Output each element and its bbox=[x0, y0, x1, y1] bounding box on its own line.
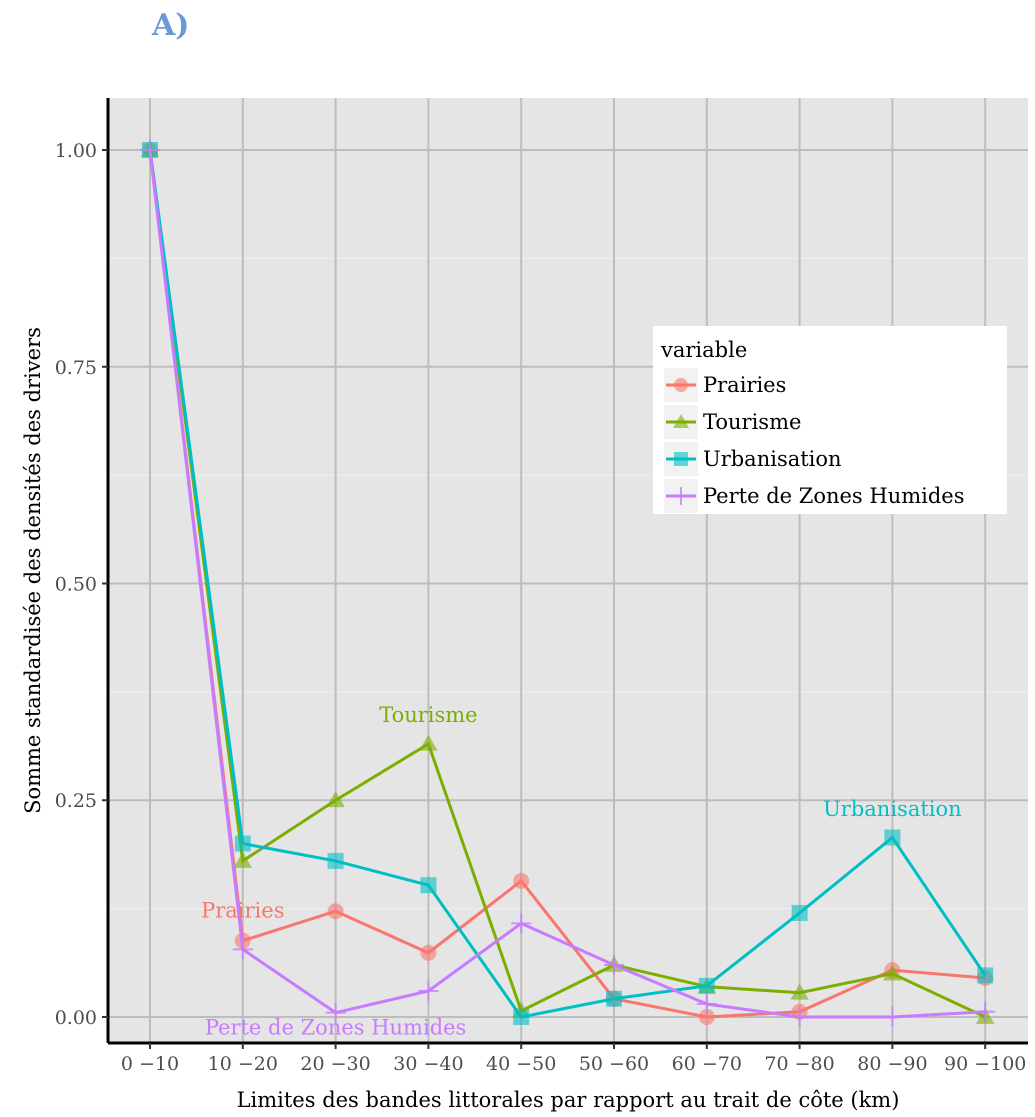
x-tick-label: 80 −90 bbox=[857, 1053, 927, 1075]
annotations: Tourisme Prairies Urbanisation Perte de Zon… bbox=[201, 703, 962, 1039]
x-tick-label: 40 −50 bbox=[486, 1053, 556, 1075]
annotation-label: Perte de Zones Humides bbox=[205, 1015, 467, 1039]
y-tick-label: 0.25 bbox=[55, 790, 97, 812]
legend-key-marker bbox=[674, 452, 688, 466]
legend-key-marker bbox=[672, 487, 690, 505]
data-point-urbanisation bbox=[327, 852, 344, 869]
legend-label: Perte de Zones Humides bbox=[703, 484, 965, 508]
series-line-perte-de-zones-humides bbox=[148, 149, 986, 1019]
x-tick-label: 50 −60 bbox=[579, 1053, 649, 1075]
legend-item-urbanisation: Urbanisation bbox=[664, 442, 842, 476]
legend-title: variable bbox=[660, 338, 747, 362]
data-point-tourisme bbox=[233, 851, 252, 868]
legend-label: Tourisme bbox=[703, 410, 801, 434]
legend-label: Prairies bbox=[703, 373, 786, 397]
data-point-urbanisation bbox=[977, 967, 994, 984]
legend-box bbox=[653, 326, 1007, 514]
data-point-perte-de-zones-humides bbox=[511, 913, 532, 934]
series-line-urbanisation bbox=[148, 149, 987, 1019]
data-point-perte-de-zones-humides bbox=[696, 993, 717, 1014]
legend-item-tourisme: Tourisme bbox=[664, 405, 801, 439]
x-tick-label: 20 −30 bbox=[300, 1053, 370, 1075]
legend: variable Prairies Tourisme Urbanisation Per… bbox=[653, 326, 1007, 514]
y-tick-label: 0.50 bbox=[55, 574, 97, 596]
x-tick-label: 60 −70 bbox=[672, 1053, 742, 1075]
x-axis-title: Limites des bandes littorales par rappor… bbox=[237, 1088, 900, 1112]
panel-label: A) bbox=[152, 8, 190, 43]
data-point-urbanisation bbox=[513, 1008, 530, 1025]
data-point-perte-de-zones-humides bbox=[232, 939, 253, 960]
annotation-label: Prairies bbox=[201, 898, 284, 922]
data-point-perte-de-zones-humides bbox=[140, 140, 160, 161]
x-tick-label: 0 −10 bbox=[121, 1053, 179, 1075]
data-point-urbanisation bbox=[420, 877, 437, 894]
series-line-tourisme bbox=[148, 149, 986, 1019]
tick-labels: 0.00 0.25 0.50 0.75 1.00 0 −10 10 −20 20 −30 30 … bbox=[55, 140, 1027, 1075]
legend-key-marker bbox=[672, 413, 690, 429]
data-point-prairies bbox=[420, 944, 437, 961]
x-tick-label: 70 −80 bbox=[764, 1053, 834, 1075]
data-point-perte-de-zones-humides bbox=[604, 954, 624, 975]
data-point-urbanisation bbox=[698, 977, 715, 994]
y-axis-title: Somme standardisée des densités des driv… bbox=[21, 327, 45, 814]
data-point-tourisme bbox=[419, 734, 438, 751]
data-point-prairies bbox=[327, 903, 344, 920]
data-point-urbanisation bbox=[606, 990, 622, 1007]
data-point-perte-de-zones-humides bbox=[882, 1006, 903, 1027]
y-tick-label: 0.00 bbox=[55, 1007, 97, 1029]
annotation-label: Tourisme bbox=[379, 703, 477, 727]
legend-item-prairies: Prairies bbox=[664, 368, 786, 402]
data-point-tourisme bbox=[883, 964, 902, 981]
x-tick-label: 30 −40 bbox=[393, 1053, 463, 1075]
data-point-perte-de-zones-humides bbox=[789, 1006, 810, 1027]
data-point-perte-de-zones-humides bbox=[418, 980, 439, 1001]
legend-item-perte-de-zones-humides: Perte de Zones Humides bbox=[664, 479, 965, 513]
annotation-label: Urbanisation bbox=[823, 797, 962, 821]
series-urbanisation bbox=[142, 142, 994, 1025]
legend-label: Urbanisation bbox=[703, 447, 842, 471]
data-point-perte-de-zones-humides bbox=[325, 1002, 346, 1023]
series-perte-de-zones-humides bbox=[140, 140, 996, 1027]
data-point-prairies bbox=[698, 1008, 715, 1025]
data-point-urbanisation bbox=[884, 829, 901, 846]
data-point-urbanisation bbox=[234, 835, 251, 852]
legend-key-marker bbox=[674, 378, 688, 392]
x-tick-label: 10 −20 bbox=[208, 1053, 278, 1075]
plot-area bbox=[108, 98, 1028, 1043]
data-point-tourisme bbox=[326, 791, 345, 808]
y-tick-label: 0.75 bbox=[55, 357, 97, 379]
data-point-prairies bbox=[513, 872, 530, 889]
data-point-urbanisation bbox=[791, 904, 808, 921]
x-tick-label: 90 −100 bbox=[944, 1053, 1026, 1075]
series-layer bbox=[140, 140, 996, 1027]
y-tick-label: 1.00 bbox=[55, 140, 97, 162]
data-point-tourisme bbox=[790, 983, 809, 1000]
series-line-prairies bbox=[148, 149, 986, 1019]
plot-background bbox=[108, 98, 1028, 1043]
axes bbox=[106, 98, 1028, 1045]
data-point-perte-de-zones-humides bbox=[975, 1001, 996, 1022]
